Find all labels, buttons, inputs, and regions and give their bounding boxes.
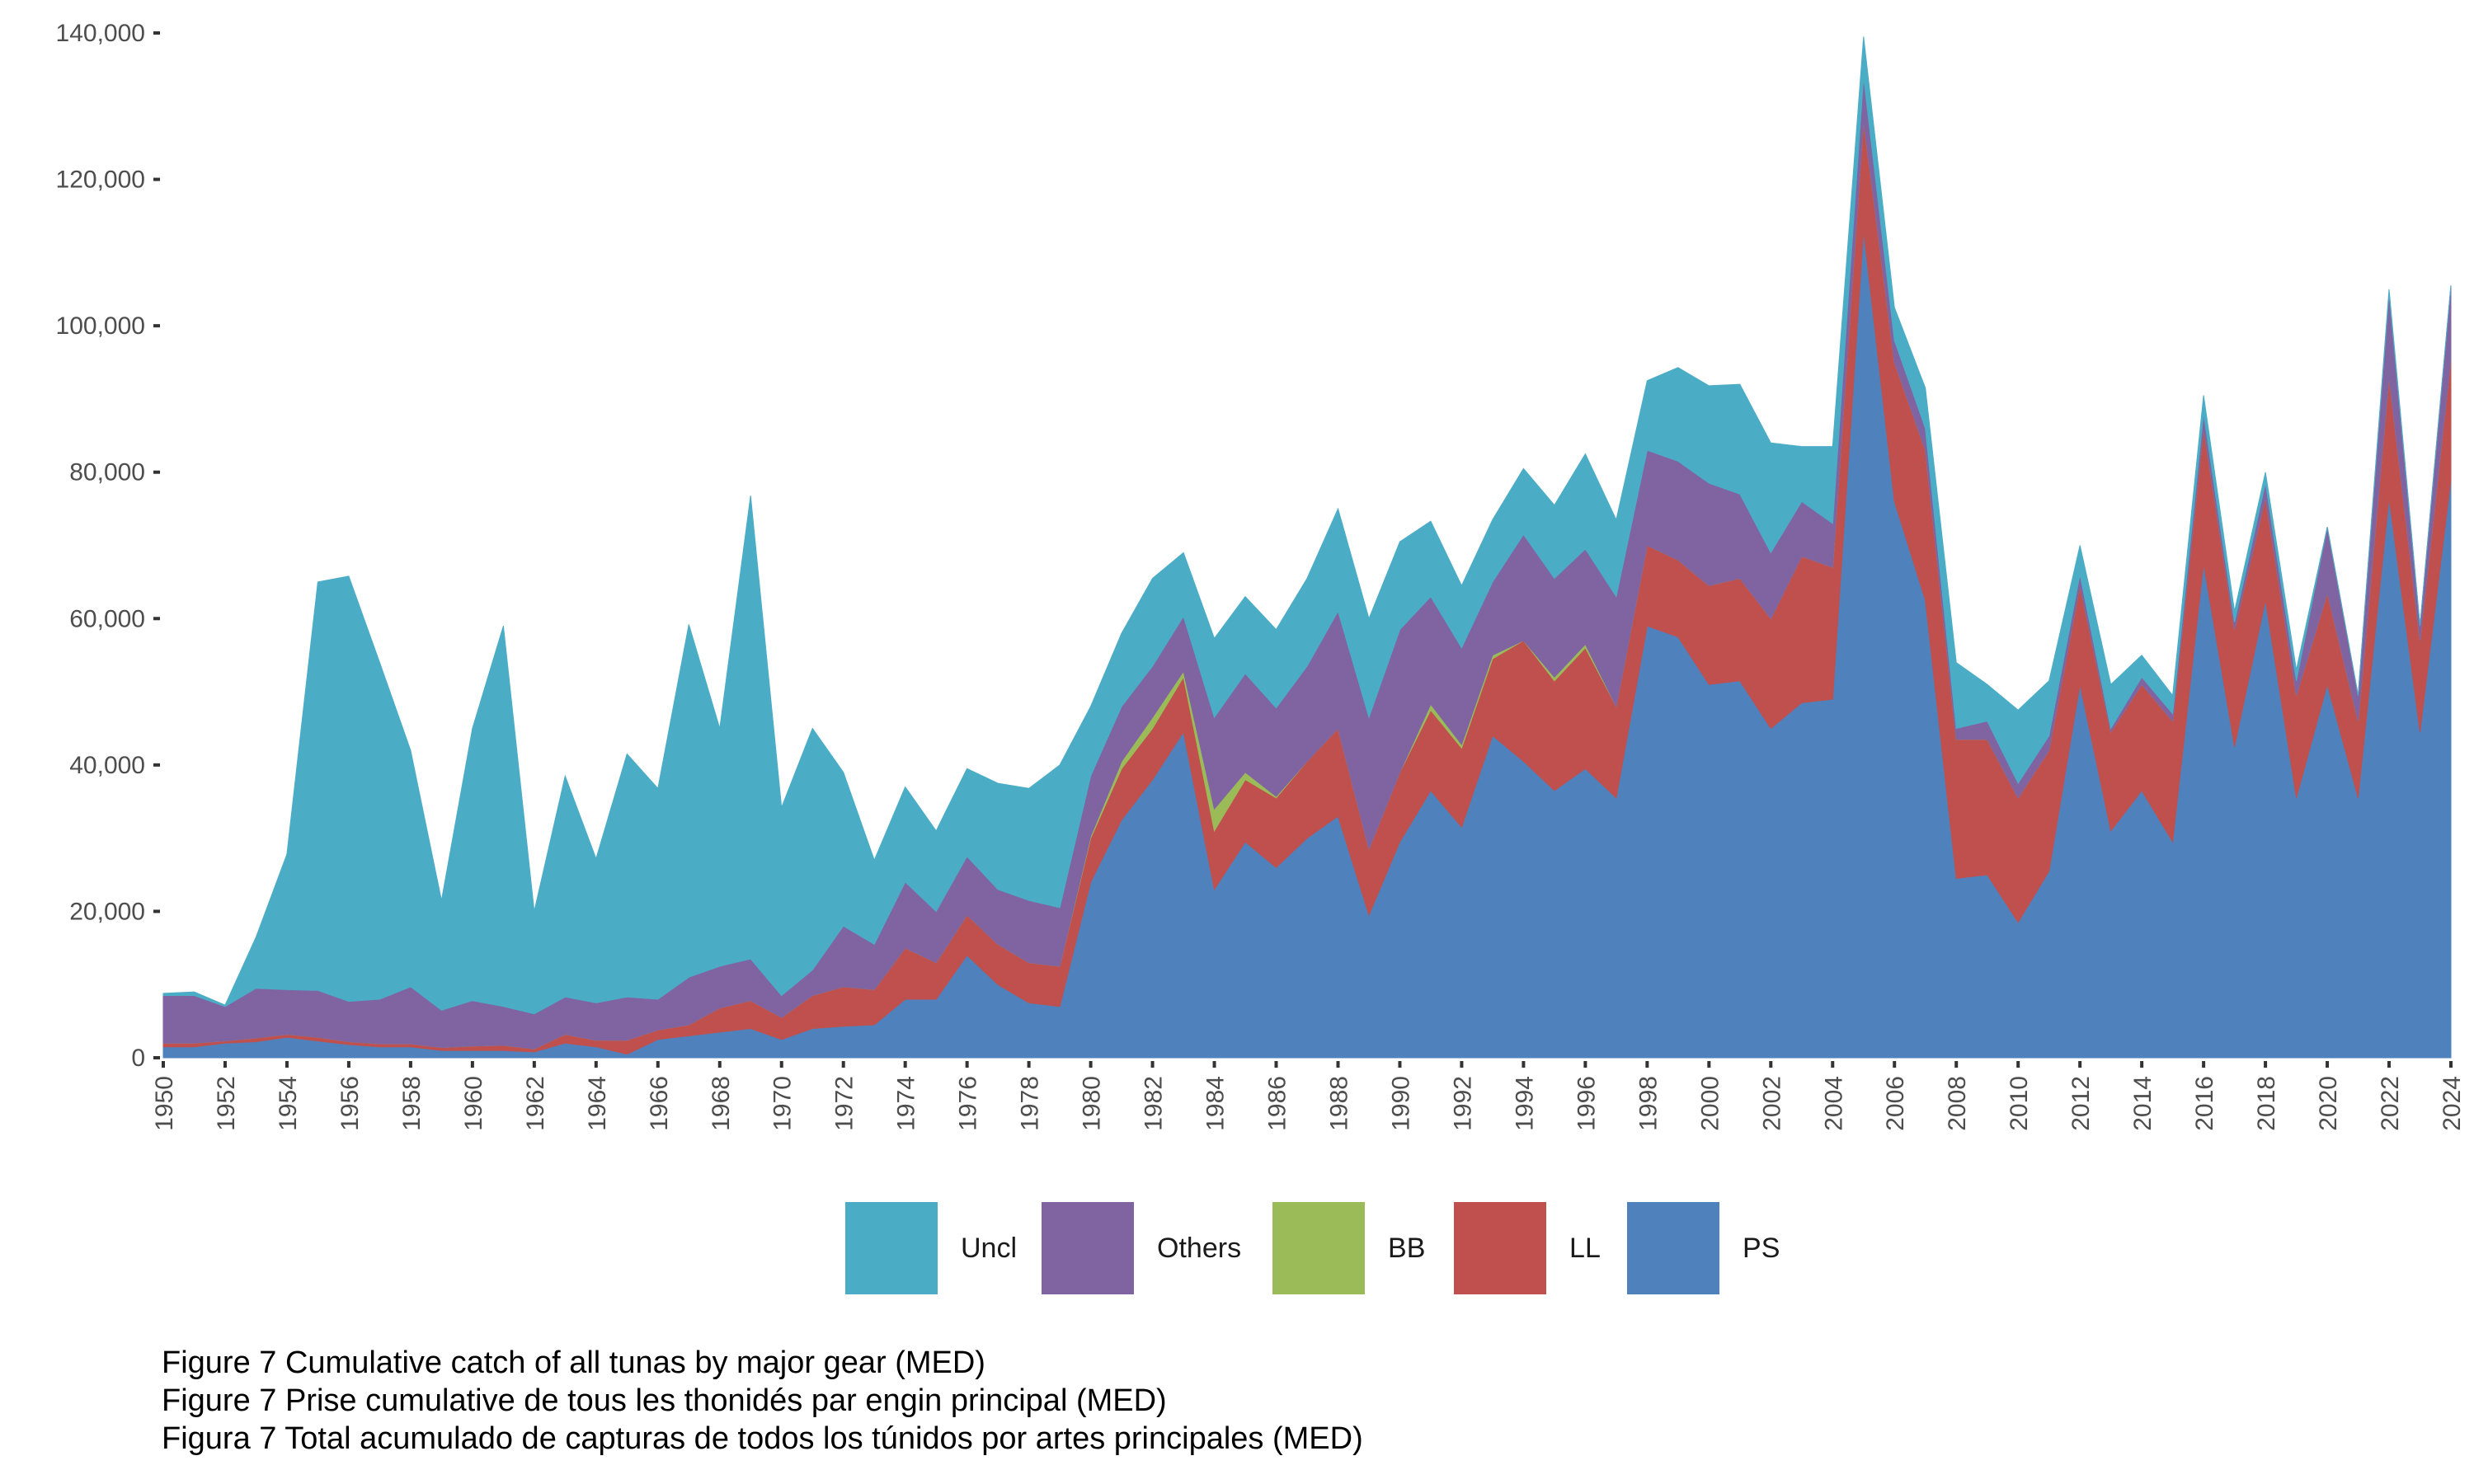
x-tick-label: 1998 xyxy=(1634,1076,1662,1131)
x-tick-label: 1958 xyxy=(398,1076,426,1131)
x-tick-label: 1990 xyxy=(1387,1076,1414,1131)
y-tick-label: 80,000 xyxy=(69,459,145,486)
legend-swatch-others xyxy=(1042,1202,1135,1294)
legend-swatch-ps xyxy=(1627,1202,1720,1294)
x-tick-label: 2018 xyxy=(2253,1076,2280,1131)
legend-label-bb: BB xyxy=(1388,1232,1426,1264)
x-tick-label: 1976 xyxy=(955,1076,982,1131)
x-tick-label: 1970 xyxy=(769,1076,797,1131)
legend-swatch-uncl xyxy=(845,1202,938,1294)
stacked-area-chart: 0 20,000 40,000 60,000 80,000 100,000 120,000 1… xyxy=(56,20,2466,1131)
x-tick-label: 1974 xyxy=(893,1076,920,1131)
x-tick-label: 1978 xyxy=(1017,1076,1044,1131)
x-tick-label: 1980 xyxy=(1079,1076,1106,1131)
y-tick-label: 60,000 xyxy=(69,605,145,632)
y-tick-label: 40,000 xyxy=(69,752,145,779)
legend-item-ps: PS xyxy=(1627,1202,1817,1294)
caption-english: Figure 7 Cumulative catch of all tunas b… xyxy=(162,1345,985,1380)
x-tick-label: 1950 xyxy=(151,1076,178,1131)
x-tick-label: 2016 xyxy=(2191,1076,2218,1131)
y-axis: 0 20,000 40,000 60,000 80,000 100,000 120,000 1… xyxy=(56,20,160,1072)
x-tick-label: 2022 xyxy=(2377,1076,2404,1131)
x-tick-label: 1972 xyxy=(831,1076,858,1131)
x-tick-label: 1994 xyxy=(1511,1076,1538,1131)
x-tick-label: 2024 xyxy=(2439,1076,2466,1131)
y-tick-label: 100,000 xyxy=(56,312,145,340)
legend-item-others: Others xyxy=(1042,1202,1272,1294)
caption-spanish: Figura 7 Total acumulado de capturas de … xyxy=(162,1421,1363,1456)
legend-label-uncl: Uncl xyxy=(961,1232,1018,1264)
y-tick-label: 0 xyxy=(131,1045,145,1072)
x-tick-label: 2010 xyxy=(2006,1076,2033,1131)
legend-label-others: Others xyxy=(1157,1232,1242,1264)
x-tick-label: 2008 xyxy=(1944,1076,1971,1131)
x-axis: 1950 1952 1954 1956 1958 1960 1962 1964 1966 1968… xyxy=(151,1061,2466,1131)
x-tick-label: 1960 xyxy=(460,1076,487,1131)
x-tick-label: 1956 xyxy=(336,1076,364,1131)
x-tick-label: 1954 xyxy=(275,1076,302,1131)
x-tick-label: 2020 xyxy=(2315,1076,2342,1131)
x-tick-label: 1968 xyxy=(708,1076,735,1131)
x-tick-label: 2006 xyxy=(1882,1076,1909,1131)
x-tick-label: 2014 xyxy=(2129,1076,2157,1131)
x-tick-label: 2002 xyxy=(1758,1076,1785,1131)
x-tick-label: 1986 xyxy=(1264,1076,1291,1131)
legend-item-ll: LL xyxy=(1454,1202,1627,1294)
x-tick-label: 1982 xyxy=(1141,1076,1168,1131)
figure-captions: Figure 7 Cumulative catch of all tunas b… xyxy=(162,1344,1363,1458)
y-tick-label: 120,000 xyxy=(56,167,145,194)
x-tick-label: 1952 xyxy=(213,1076,240,1131)
legend-swatch-bb xyxy=(1272,1202,1366,1294)
legend-label-ll: LL xyxy=(1569,1232,1601,1264)
y-tick-label: 20,000 xyxy=(69,898,145,925)
x-tick-label: 1992 xyxy=(1449,1076,1476,1131)
x-tick-label: 2012 xyxy=(2067,1076,2095,1131)
x-tick-label: 1996 xyxy=(1573,1076,1600,1131)
y-tick-label: 140,000 xyxy=(56,20,145,47)
x-tick-label: 1988 xyxy=(1325,1076,1352,1131)
caption-french: Figure 7 Prise cumulative de tous les th… xyxy=(162,1383,1167,1418)
x-tick-label: 2000 xyxy=(1696,1076,1724,1131)
x-tick-label: 1966 xyxy=(646,1076,673,1131)
legend: Uncl Others BB LL PS xyxy=(845,1202,1817,1294)
x-tick-label: 1962 xyxy=(522,1076,549,1131)
x-tick-label: 1964 xyxy=(584,1076,611,1131)
area-layers xyxy=(162,36,2452,1059)
legend-item-bb: BB xyxy=(1272,1202,1454,1294)
legend-item-uncl: Uncl xyxy=(845,1202,1042,1294)
legend-label-ps: PS xyxy=(1743,1232,1780,1264)
area-series-uncl xyxy=(162,36,2452,1015)
x-tick-label: 1984 xyxy=(1202,1076,1230,1131)
legend-swatch-ll xyxy=(1454,1202,1547,1294)
x-tick-label: 2004 xyxy=(1820,1076,1847,1131)
